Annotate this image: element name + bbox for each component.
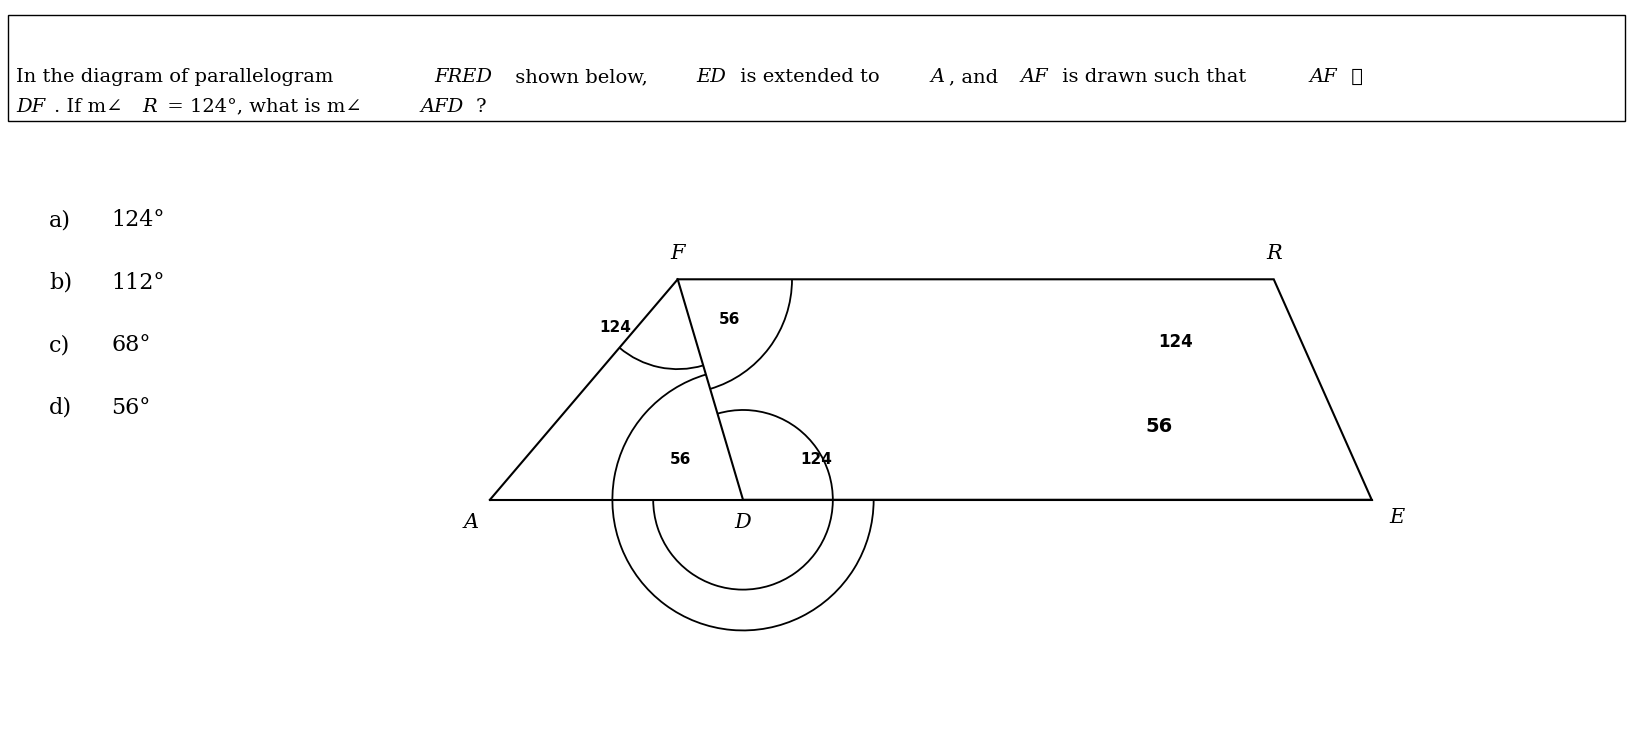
Text: DF: DF <box>16 98 46 115</box>
Text: = 124°, what is m∠: = 124°, what is m∠ <box>162 98 362 115</box>
Text: A: A <box>463 513 478 531</box>
Text: a): a) <box>49 209 70 232</box>
Text: d): d) <box>49 397 72 419</box>
Text: . If m∠: . If m∠ <box>54 98 122 115</box>
Text: 112°: 112° <box>111 272 165 294</box>
Text: 56: 56 <box>669 452 692 467</box>
Text: D: D <box>734 513 751 531</box>
Text: 124: 124 <box>1157 333 1193 351</box>
Text: R: R <box>142 98 157 115</box>
Text: F: F <box>671 244 684 263</box>
Text: 68°: 68° <box>111 334 150 356</box>
Text: R: R <box>1265 244 1281 263</box>
Text: A: A <box>930 68 943 86</box>
Text: is drawn such that: is drawn such that <box>1054 68 1252 86</box>
Text: FRED: FRED <box>434 68 491 86</box>
Text: 124: 124 <box>599 320 632 334</box>
Text: 124°: 124° <box>111 209 165 232</box>
Text: 56: 56 <box>718 312 741 327</box>
Text: In the diagram of parallelogram: In the diagram of parallelogram <box>16 68 339 86</box>
Text: 56: 56 <box>1146 417 1172 436</box>
Text: c): c) <box>49 334 70 356</box>
Text: b): b) <box>49 272 72 294</box>
Text: ?: ? <box>475 98 486 115</box>
Text: E: E <box>1389 508 1404 527</box>
Text: ED: ED <box>695 68 725 86</box>
Text: AFD: AFD <box>419 98 463 115</box>
Text: is extended to: is extended to <box>734 68 886 86</box>
Text: 124: 124 <box>800 452 832 467</box>
Text: AF: AF <box>1309 68 1337 86</box>
Text: , and: , and <box>948 68 1004 86</box>
Text: ≅: ≅ <box>1345 68 1363 86</box>
Text: 56°: 56° <box>111 397 150 419</box>
Text: shown below,: shown below, <box>509 68 653 86</box>
Text: AF: AF <box>1020 68 1048 86</box>
Bar <box>8 15 1624 121</box>
